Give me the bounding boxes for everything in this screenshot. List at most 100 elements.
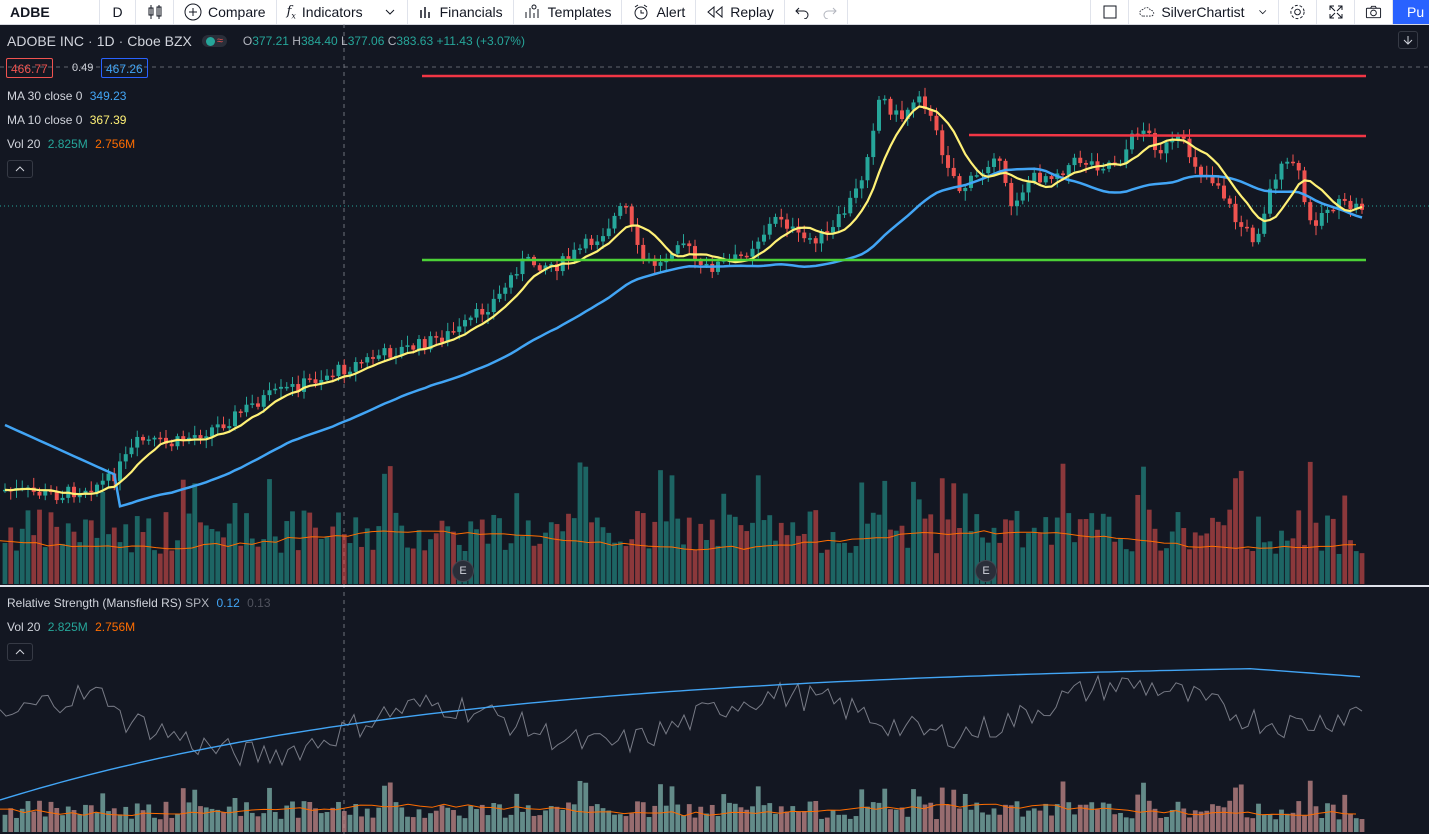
volume-bar — [755, 475, 761, 584]
collapse-legend-button[interactable] — [7, 160, 33, 178]
replay-button[interactable]: Replay — [696, 0, 785, 24]
rs-volume-bar — [847, 818, 853, 832]
volume-bar — [704, 540, 709, 584]
candle-body — [790, 226, 795, 229]
volume-bar — [1026, 533, 1031, 584]
rs-legend[interactable]: Relative Strength (Mansfield RS) SPX 0.1… — [7, 596, 271, 610]
rs-volume-bar — [767, 803, 773, 832]
volume-bar — [336, 512, 341, 584]
volume-bar — [1284, 540, 1290, 584]
layout-menu-button[interactable]: SilverChartist — [1129, 0, 1279, 24]
rs-volume-bar — [1198, 811, 1204, 832]
compare-button[interactable]: Compare — [174, 0, 277, 24]
market-status-badge[interactable]: ≈ — [201, 35, 227, 47]
collapse-rs-legend-button[interactable] — [7, 643, 33, 661]
rs-volume-bar — [318, 813, 324, 832]
candle-body — [704, 263, 709, 266]
volume-bar — [1164, 548, 1169, 584]
rs-volume-legend[interactable]: Vol 20 2.825M 2.756M — [7, 620, 135, 634]
candle-body — [1360, 203, 1364, 210]
rs-volume-bar — [830, 810, 836, 832]
earnings-marker[interactable]: E — [975, 560, 997, 582]
rs-volume-bar — [1238, 784, 1244, 832]
bid-price-button[interactable]: 466.77 — [6, 58, 53, 78]
alert-button[interactable]: Alert — [622, 0, 697, 24]
candle-body — [819, 231, 824, 244]
volume-bar — [991, 527, 997, 584]
volume-bar — [893, 530, 899, 584]
rs-volume-bar — [1049, 815, 1054, 832]
volume-bar — [1054, 517, 1060, 584]
candle-body — [457, 326, 462, 332]
candle-body — [601, 236, 605, 242]
square-icon — [1103, 5, 1116, 19]
candle-body — [629, 206, 634, 226]
pane-separator[interactable] — [0, 585, 1429, 587]
templates-button[interactable]: Templates — [514, 0, 623, 24]
layout-toggle-button[interactable] — [1091, 0, 1129, 24]
candle-body — [376, 355, 381, 359]
volume-bar — [1129, 551, 1135, 584]
volume-bar — [796, 535, 801, 584]
rs-volume-bar — [1256, 803, 1261, 832]
volume-bar — [801, 533, 807, 584]
candle-body — [710, 263, 715, 272]
fullscreen-button[interactable] — [1317, 0, 1355, 24]
financials-button[interactable]: Financials — [408, 0, 514, 24]
volume-bar — [1095, 529, 1100, 584]
chart-style-button[interactable] — [136, 0, 174, 24]
low-value: 377.06 — [347, 34, 385, 48]
volume-bar — [1256, 516, 1261, 584]
volume-bar — [514, 493, 520, 584]
rs-volume-bar — [88, 805, 94, 832]
volume-bar — [353, 517, 359, 584]
volume-bar — [1100, 513, 1106, 584]
compare-label: Compare — [208, 4, 266, 20]
volume-legend[interactable]: Vol 20 2.825M 2.756M — [7, 137, 135, 151]
volume-bar — [813, 510, 819, 584]
ohlc-values: O377.21 H384.40 L377.06 C383.63 +11.43 (… — [242, 34, 525, 48]
symbol-search-button[interactable]: ADBE — [0, 0, 100, 24]
candle-body — [744, 255, 749, 258]
volume-bar — [1353, 551, 1359, 584]
volume-bar — [1267, 541, 1273, 584]
rs-volume-bar — [1083, 804, 1089, 832]
rs-volume-bar — [681, 815, 686, 832]
volume-bar — [1302, 544, 1307, 584]
volume-bar — [560, 531, 566, 584]
volume-bar — [997, 542, 1003, 584]
undo-button[interactable] — [785, 0, 848, 24]
rs-volume-bar — [157, 819, 163, 832]
ma10-legend[interactable]: MA 10 close 0 367.39 — [7, 113, 126, 127]
candle-body — [750, 248, 755, 257]
publish-button[interactable]: Pu — [1393, 0, 1429, 24]
indicators-button[interactable]: fx Indicators — [277, 0, 408, 24]
snapshot-button[interactable] — [1355, 0, 1393, 24]
volume-bar — [859, 482, 865, 584]
volume-bar — [957, 528, 962, 584]
volume-bar — [1123, 549, 1129, 584]
rs-volume-bar — [755, 786, 761, 832]
ask-price-button[interactable]: 467.26 — [101, 58, 148, 78]
rs-volume-bar — [60, 815, 65, 832]
earnings-marker[interactable]: E — [452, 560, 474, 582]
scroll-to-realtime-button[interactable] — [1398, 31, 1418, 49]
volume-bar — [709, 519, 715, 584]
volume-bar — [1198, 535, 1204, 584]
rs-ma-line — [0, 667, 1361, 801]
settings-button[interactable] — [1279, 0, 1317, 24]
rs-value: 0.12 — [216, 596, 240, 610]
volume-bar — [1250, 551, 1256, 584]
ma30-legend[interactable]: MA 30 close 0 349.23 — [7, 89, 126, 103]
volume-bar — [278, 552, 284, 584]
toolbar-spacer — [848, 0, 1091, 24]
interval-button[interactable]: D — [100, 0, 136, 24]
candle-body — [152, 437, 157, 440]
volume-bar — [14, 550, 19, 584]
candle-body — [480, 308, 485, 315]
volume-bar — [88, 520, 94, 584]
rs-volume-bar — [1279, 809, 1284, 832]
redo-icon[interactable] — [823, 5, 837, 19]
candle-body — [825, 231, 830, 233]
